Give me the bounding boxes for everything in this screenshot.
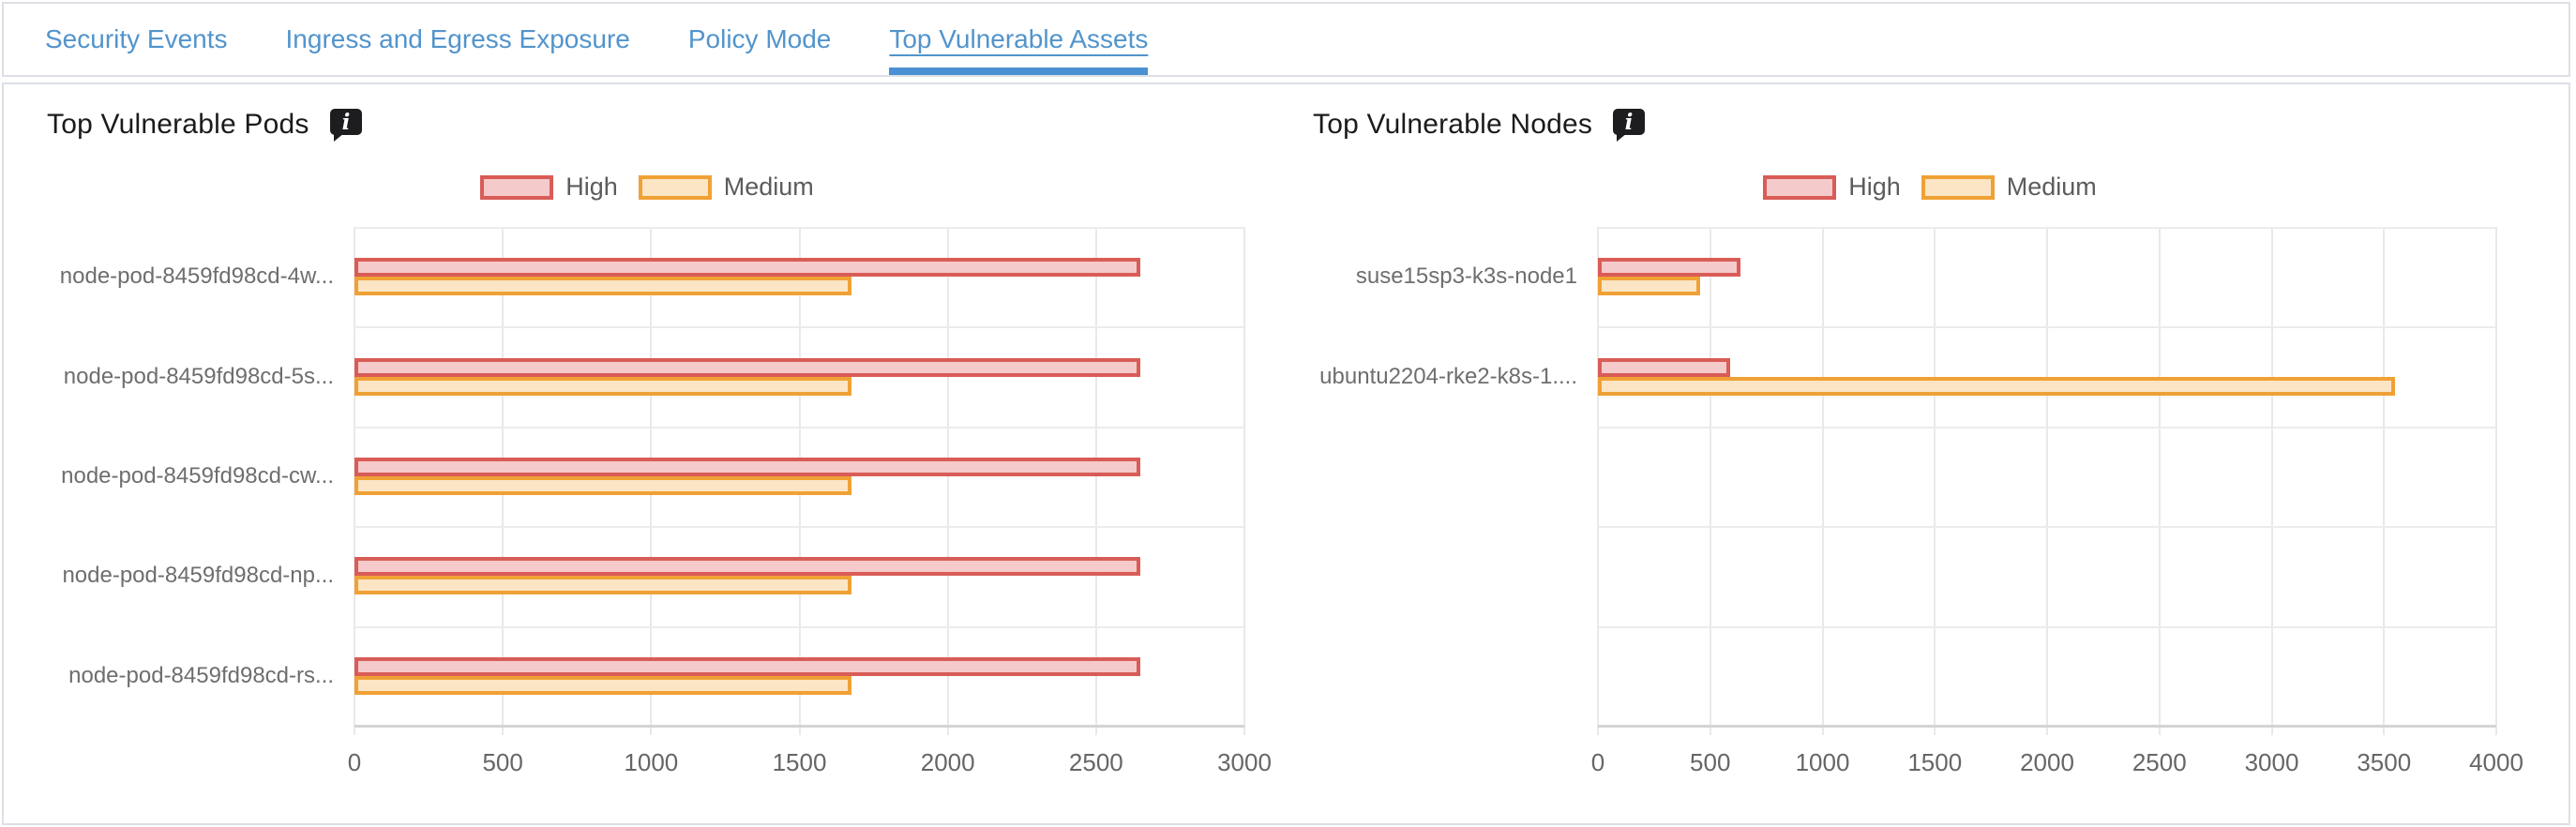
gridline [354,227,1244,229]
bar-high[interactable] [354,557,1140,576]
gridline [1934,227,1936,735]
gridline [1598,526,2496,529]
x-axis-tick-label: 4000 [2469,748,2523,776]
bar-high[interactable] [354,657,1140,676]
gridline [2495,227,2497,735]
x-axis-tick-label: 2500 [1068,748,1123,776]
svg-text:i: i [341,110,350,135]
gridline [1598,326,2496,329]
x-axis-tick-label: 500 [482,748,523,776]
x-axis-tick-label: 0 [1590,748,1605,776]
tab-policy-mode[interactable]: Policy Mode [687,24,832,53]
x-axis-tick-label: 3000 [1217,748,1272,776]
legend-item-medium[interactable]: Medium [1921,173,2097,202]
bar-medium[interactable] [354,576,851,594]
gridline [354,326,1244,329]
bar-medium[interactable] [354,676,851,695]
chart-header: Top Vulnerable Pods i [6,107,1288,143]
info-icon[interactable]: i [328,107,364,143]
bar-high[interactable] [354,258,1140,277]
bar-medium[interactable] [1598,277,1700,295]
chart-title: Top Vulnerable Nodes [1313,109,1593,140]
gridline [2046,227,2048,735]
gridline [2383,227,2386,735]
legend-swatch-high-icon [1763,174,1837,200]
x-axis-tick-label: 2000 [920,748,975,776]
bar-high[interactable] [354,358,1140,377]
x-axis-tick-label: 3000 [2244,748,2299,776]
gridline [354,625,1244,628]
x-axis-tick-label: 1500 [772,748,827,776]
legend-item-high[interactable]: High [480,173,618,202]
x-axis-line [1598,725,2496,728]
chart-legend: High Medium [1288,173,2571,202]
chart-title: Top Vulnerable Pods [47,109,309,140]
legend-swatch-medium-icon [638,174,712,200]
x-axis-tick-label: 1000 [624,748,679,776]
tab-ingress-egress-exposure[interactable]: Ingress and Egress Exposure [285,24,630,53]
category-label: node-pod-8459fd98cd-4w... [59,263,334,290]
chart-plot: 0 500 1000 1500 2000 2500 3000 3500 4000 [1591,227,2523,776]
x-axis-tick-label: 3500 [2357,748,2412,776]
gridline [1598,227,2496,229]
category-label: suse15sp3-k3s-node1 [1355,263,1577,290]
legend-item-high[interactable]: High [1763,173,1901,202]
chart-plot: 0 500 1000 1500 2000 2500 3000 [348,227,1272,776]
x-axis-tick-label: 2500 [2132,748,2187,776]
bar-high[interactable] [1598,258,1740,277]
info-icon[interactable]: i [1611,107,1647,143]
gridline [2270,227,2273,735]
tab-top-vulnerable-assets[interactable]: Top Vulnerable Assets [889,4,1149,75]
category-label: ubuntu2204-rke2-k8s-1.... [1319,363,1577,389]
bar-medium[interactable] [1598,377,2395,396]
gridline [1598,625,2496,628]
legend-swatch-medium-icon [1921,174,1995,200]
category-label: node-pod-8459fd98cd-np... [62,563,334,589]
chart-legend: High Medium [6,173,1288,202]
category-label: node-pod-8459fd98cd-cw... [61,463,334,489]
gridline [1821,227,1824,735]
gridline [1709,227,1711,735]
gridline [1598,426,2496,429]
gridline [354,526,1244,529]
bar-high[interactable] [354,458,1140,476]
gridline [946,227,949,735]
chart-header: Top Vulnerable Nodes i [1288,107,2571,143]
svg-text:i: i [1625,110,1634,135]
x-axis-tick-label: 2000 [2020,748,2074,776]
tab-security-events[interactable]: Security Events [45,24,228,53]
gridline [1094,227,1097,735]
x-axis-tick-label: 0 [347,748,362,776]
legend-label: Medium [2006,173,2097,201]
gridline [354,426,1244,429]
legend-item-medium[interactable]: Medium [638,173,814,202]
category-label: node-pod-8459fd98cd-5s... [63,363,334,389]
tab-bar: Security Events Ingress and Egress Expos… [2,2,2570,77]
bar-medium[interactable] [354,377,851,396]
gridline [1597,227,1599,735]
bar-medium[interactable] [354,476,851,495]
legend-label: Medium [723,173,814,201]
legend-label: High [565,173,618,201]
top-vulnerable-pods-chart: Top Vulnerable Pods i High Medium 0 500 100… [6,84,1288,821]
bar-medium[interactable] [354,277,851,295]
charts-panel: Top Vulnerable Pods i High Medium 0 500 100… [2,83,2570,825]
x-axis-line [354,725,1244,728]
category-label: node-pod-8459fd98cd-rs... [68,662,334,688]
x-axis-tick-label: 1500 [1907,748,1963,776]
gridline [2158,227,2161,735]
gridline [1243,227,1245,735]
x-axis-tick-label: 500 [1690,748,1731,776]
bar-high[interactable] [1598,358,1730,377]
legend-swatch-high-icon [480,174,554,200]
legend-label: High [1848,173,1901,201]
x-axis-tick-label: 1000 [1795,748,1850,776]
top-vulnerable-nodes-chart: Top Vulnerable Nodes i High Medium 0 500 10… [1288,84,2571,821]
